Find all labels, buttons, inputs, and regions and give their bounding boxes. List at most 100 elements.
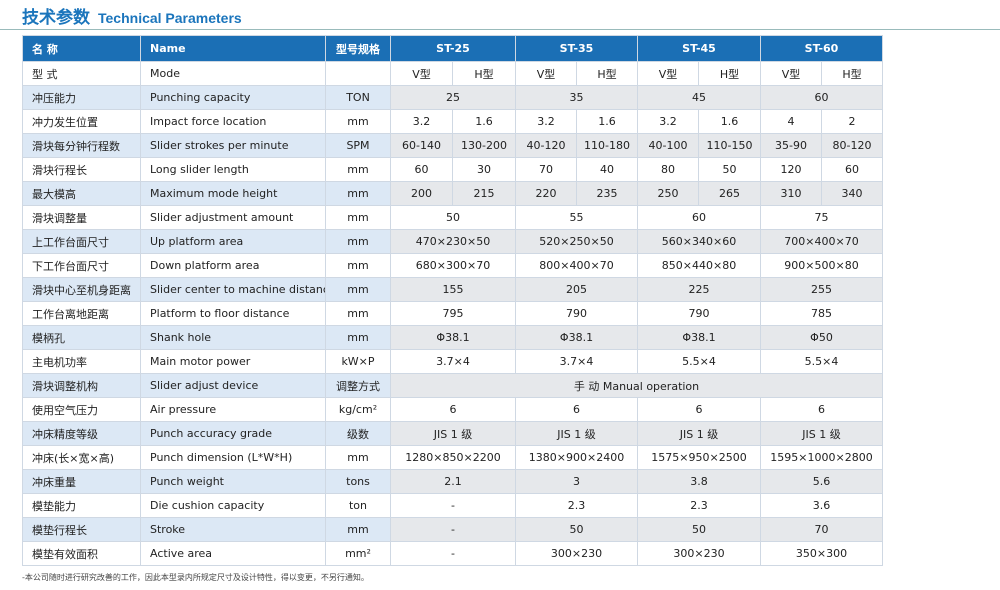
value: 70 (760, 517, 883, 542)
value: Φ38.1 (390, 325, 516, 350)
param-en: Slider adjustment amount (140, 205, 326, 230)
param-en: Active area (140, 541, 326, 566)
value: Φ50 (760, 325, 883, 350)
value: 6 (760, 397, 883, 422)
row: 滑块调整机构 Slider adjust device 调整方式手 动 Manual… (22, 373, 883, 398)
row: 冲压能力 Punching capacity TON 25 35 45 60 (22, 85, 883, 110)
value: H型 (452, 61, 516, 86)
value: 900×500×80 (760, 253, 883, 278)
value: 795 (390, 301, 516, 326)
row: 滑块行程长 Long slider length mm 60 30 70 40 80 50 120… (22, 157, 883, 182)
value: 3.7×4 (390, 349, 516, 374)
row: 主电机功率 Main motor power kW×P 3.7×4 3.7×4 5.5×4… (22, 349, 883, 374)
value: 60 (390, 157, 453, 182)
param-en: Slider center to machine distance (140, 277, 326, 302)
value: 50 (637, 517, 761, 542)
unit: mm (325, 109, 391, 134)
row: 模柄孔 Shank hole mm Φ38.1 Φ38.1 Φ38.1 Φ50 (22, 325, 883, 350)
param-cn: 滑块调整机构 (22, 373, 141, 398)
value: 800×400×70 (515, 253, 638, 278)
unit: mm (325, 157, 391, 182)
header-cell: 名 称 (22, 35, 141, 62)
value: JIS 1 级 (515, 421, 638, 446)
value: 850×440×80 (637, 253, 761, 278)
row: 模垫行程长 Stroke mm -50 50 70 (22, 517, 883, 542)
param-en: Main motor power (140, 349, 326, 374)
value: 205 (515, 277, 638, 302)
param-cn: 型 式 (22, 61, 141, 86)
value: 310 (760, 181, 822, 206)
param-en: Mode (140, 61, 326, 86)
unit: mm (325, 301, 391, 326)
unit: mm² (325, 541, 391, 566)
value: 680×300×70 (390, 253, 516, 278)
unit: mm (325, 325, 391, 350)
param-cn: 冲床精度等级 (22, 421, 141, 446)
row: 滑块中心至机身距离 Slider center to machine distan… (22, 277, 883, 302)
value: H型 (821, 61, 883, 86)
row: 型 式 Mode V型 H型 V型 H型 V型 H型 V型 H型 (22, 61, 883, 86)
param-cn: 主电机功率 (22, 349, 141, 374)
value: H型 (576, 61, 638, 86)
value: 3.2 (637, 109, 699, 134)
value: 300×230 (515, 541, 638, 566)
value: 1.6 (576, 109, 638, 134)
value: 1.6 (698, 109, 761, 134)
unit: tons (325, 469, 391, 494)
param-en: Long slider length (140, 157, 326, 182)
value: 6 (390, 397, 516, 422)
value: 1280×850×2200 (390, 445, 516, 470)
value: - (390, 517, 516, 542)
value: 1575×950×2500 (637, 445, 761, 470)
row: 上工作台面尺寸 Up platform area mm 470×230×50 520×2… (22, 229, 883, 254)
value: 50 (390, 205, 516, 230)
row: 名 称 Name 型号规格 ST-25 ST-35 ST-45 ST-60 (22, 35, 883, 62)
param-cn: 上工作台面尺寸 (22, 229, 141, 254)
value: V型 (390, 61, 453, 86)
value: JIS 1 级 (637, 421, 761, 446)
value: 520×250×50 (515, 229, 638, 254)
value: 3.6 (760, 493, 883, 518)
unit: mm (325, 253, 391, 278)
param-cn: 冲压能力 (22, 85, 141, 110)
value: 50 (515, 517, 638, 542)
value: JIS 1 级 (760, 421, 883, 446)
header-cell: ST-45 (637, 35, 761, 62)
value: 2.1 (390, 469, 516, 494)
value: 300×230 (637, 541, 761, 566)
row: 冲床重量 Punch weight tons 2.1 3 3.8 5.6 (22, 469, 883, 494)
param-cn: 下工作台面尺寸 (22, 253, 141, 278)
title: 技术参数 Technical Parameters (22, 3, 242, 28)
param-cn: 冲床(长×宽×高) (22, 445, 141, 470)
value: 5.6 (760, 469, 883, 494)
unit: mm (325, 277, 391, 302)
value: 80 (637, 157, 699, 182)
value: 2.3 (637, 493, 761, 518)
value: 1595×1000×2800 (760, 445, 883, 470)
value: 40-100 (637, 133, 699, 158)
row: 模垫有效面积 Active area mm² -300×230 300×230 350×3… (22, 541, 883, 566)
value: V型 (515, 61, 577, 86)
param-cn: 模垫能力 (22, 493, 141, 518)
value: 225 (637, 277, 761, 302)
value: 5.5×4 (637, 349, 761, 374)
unit: kg/cm² (325, 397, 391, 422)
value: 1.6 (452, 109, 516, 134)
value: 250 (637, 181, 699, 206)
unit: mm (325, 517, 391, 542)
param-en: Down platform area (140, 253, 326, 278)
param-en: Air pressure (140, 397, 326, 422)
title-en: Technical Parameters (98, 10, 242, 26)
value: 1380×900×2400 (515, 445, 638, 470)
param-cn: 滑块行程长 (22, 157, 141, 182)
param-en: Slider strokes per minute (140, 133, 326, 158)
unit: mm (325, 445, 391, 470)
value: V型 (637, 61, 699, 86)
value: 手 动 Manual operation (390, 373, 883, 398)
value: 45 (637, 85, 761, 110)
value: 215 (452, 181, 516, 206)
value: 30 (452, 157, 516, 182)
value: JIS 1 级 (390, 421, 516, 446)
param-cn: 冲力发生位置 (22, 109, 141, 134)
